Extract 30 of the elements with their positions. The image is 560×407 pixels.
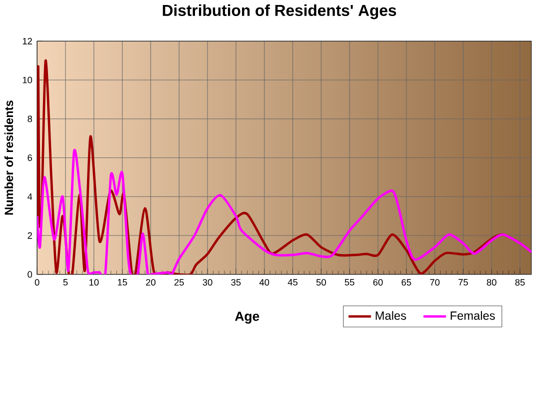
x-tick-label: 75 xyxy=(458,279,468,286)
x-tick-label: 35 xyxy=(231,279,241,286)
y-tick-label: 12 xyxy=(22,38,32,45)
x-tick-label: 25 xyxy=(174,279,184,286)
chart-title: Distribution of Residents' Ages xyxy=(162,4,396,20)
x-tick-label: 50 xyxy=(316,279,326,286)
x-tick-label: 65 xyxy=(402,279,412,286)
x-tick-label: 5 xyxy=(63,279,68,286)
legend-label: Males xyxy=(376,311,406,320)
y-tick-label: 8 xyxy=(28,116,32,122)
x-axis-title: Age xyxy=(235,312,260,324)
x-tick-label: 60 xyxy=(373,279,383,286)
x-tick-label: 70 xyxy=(430,279,440,286)
x-tick-label: 40 xyxy=(259,279,270,286)
x-tick-label: 85 xyxy=(515,279,525,286)
y-tick-label: 4 xyxy=(28,194,32,200)
x-tick-label: 0 xyxy=(34,279,40,286)
legend-label: Females xyxy=(450,311,495,320)
y-tick-label: 0 xyxy=(28,271,32,278)
x-tick-label: 80 xyxy=(486,279,496,286)
y-tick-label: 2 xyxy=(28,232,32,239)
x-tick-label: 45 xyxy=(288,279,298,286)
y-tick-label: 6 xyxy=(28,154,32,162)
y-axis-title: Number of residents xyxy=(4,100,14,215)
x-tick-label: 10 xyxy=(89,279,99,286)
x-tick-label: 15 xyxy=(118,279,128,286)
x-tick-label: 20 xyxy=(146,279,156,286)
y-tick-label: 10 xyxy=(22,76,32,84)
x-tick-label: 30 xyxy=(202,279,212,286)
x-tick-label: 55 xyxy=(344,279,354,286)
